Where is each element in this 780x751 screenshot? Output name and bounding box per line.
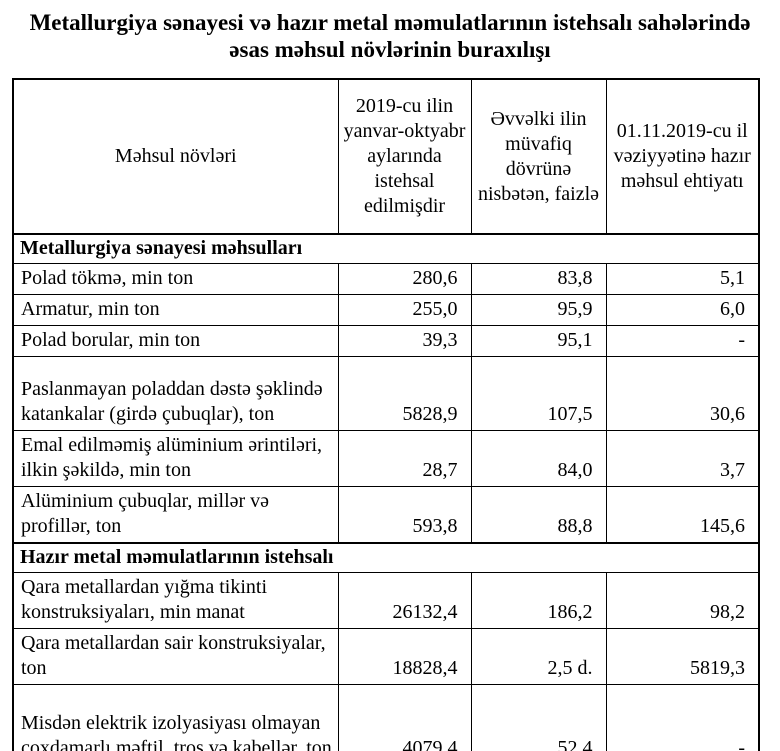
stock-value-cell: 30,6 xyxy=(605,356,760,431)
production-table: Məhsul növləri 2019-cu ilin yanvar-oktya… xyxy=(12,78,760,751)
section-header-label: Hazır metal məmulatlarının istehsalı xyxy=(12,542,760,573)
stock-value-cell: 98,2 xyxy=(605,572,760,629)
produced-value-cell: 39,3 xyxy=(337,325,472,357)
section-header-row-metallurgy: Metallurgiya sənayesi məhsulları xyxy=(12,233,760,264)
table-row: Misdən elektrik izolyasiyası olmayan çox… xyxy=(12,684,760,751)
table-row: Qara metallardan yığma tikinti konstruks… xyxy=(12,572,760,629)
produced-value-cell: 593,8 xyxy=(337,486,472,544)
product-name-cell: Alüminium çubuqlar, millər və profillər,… xyxy=(12,486,339,544)
table-row: Qara metallardan sair konstruksiyalar, t… xyxy=(12,628,760,685)
produced-value-cell: 28,7 xyxy=(337,430,472,487)
table-row: Alüminium çubuqlar, millər və profillər,… xyxy=(12,486,760,544)
product-name-cell: Armatur, min ton xyxy=(12,294,339,326)
section-header-label: Metallurgiya sənayesi məhsulları xyxy=(12,233,760,264)
table-row: Polad borular, min ton 39,3 95,1 - xyxy=(12,325,760,357)
percent-value-cell: 95,1 xyxy=(470,325,607,357)
product-name-cell: Polad tökmə, min ton xyxy=(12,263,339,295)
percent-value-cell: 107,5 xyxy=(470,356,607,431)
page-title: Metallurgiya sənayesi və hazır metal məm… xyxy=(29,10,751,62)
produced-value-cell: 5828,9 xyxy=(337,356,472,431)
table-row: Polad tökmə, min ton 280,6 83,8 5,1 xyxy=(12,263,760,295)
table-row: Paslanmayan poladdan dəstə şəklində kata… xyxy=(12,356,760,431)
stock-value-cell: 145,6 xyxy=(605,486,760,544)
product-name-cell: Qara metallardan sair konstruksiyalar, t… xyxy=(12,628,339,685)
percent-value-cell: 88,8 xyxy=(470,486,607,544)
stock-value-cell: 6,0 xyxy=(605,294,760,326)
produced-value-cell: 280,6 xyxy=(337,263,472,295)
percent-value-cell: 84,0 xyxy=(470,430,607,487)
table-row: Armatur, min ton 255,0 95,9 6,0 xyxy=(12,294,760,326)
table-header-row: Məhsul növləri 2019-cu ilin yanvar-oktya… xyxy=(12,78,760,235)
produced-value-cell: 26132,4 xyxy=(337,572,472,629)
stock-value-cell: - xyxy=(605,325,760,357)
percent-value-cell: 2,5 d. xyxy=(470,628,607,685)
table-row: Emal edilməmiş alüminium ərintiləri, ilk… xyxy=(12,430,760,487)
product-name-cell: Misdən elektrik izolyasiyası olmayan çox… xyxy=(12,684,339,751)
col-header-produced-jan-oct-2019: 2019-cu ilin yanvar-oktyabr aylarında is… xyxy=(337,78,472,235)
document-page: Metallurgiya sənayesi və hazır metal məm… xyxy=(0,9,780,751)
stock-value-cell: 5819,3 xyxy=(605,628,760,685)
percent-value-cell: 83,8 xyxy=(470,263,607,295)
product-name-cell: Paslanmayan poladdan dəstə şəklində kata… xyxy=(12,356,339,431)
percent-value-cell: 52,4 xyxy=(470,684,607,751)
stock-value-cell: 5,1 xyxy=(605,263,760,295)
produced-value-cell: 18828,4 xyxy=(337,628,472,685)
stock-value-cell: - xyxy=(605,684,760,751)
produced-value-cell: 255,0 xyxy=(337,294,472,326)
stock-value-cell: 3,7 xyxy=(605,430,760,487)
percent-value-cell: 186,2 xyxy=(470,572,607,629)
product-name-cell: Emal edilməmiş alüminium ərintiləri, ilk… xyxy=(12,430,339,487)
produced-value-cell: 4079,4 xyxy=(337,684,472,751)
col-header-percent-vs-prev-year: Əvvəlki ilin müvafiq dövrünə nisbətən, f… xyxy=(470,78,607,235)
percent-value-cell: 95,9 xyxy=(470,294,607,326)
product-name-cell: Qara metallardan yığma tikinti konstruks… xyxy=(12,572,339,629)
col-header-stock-01-11-2019: 01.11.2019-cu il vəziyyətinə hazır məhsu… xyxy=(605,78,760,235)
section-header-row-finished-metal: Hazır metal məmulatlarının istehsalı xyxy=(12,542,760,573)
col-header-product-types: Məhsul növləri xyxy=(12,78,339,235)
product-name-cell: Polad borular, min ton xyxy=(12,325,339,357)
